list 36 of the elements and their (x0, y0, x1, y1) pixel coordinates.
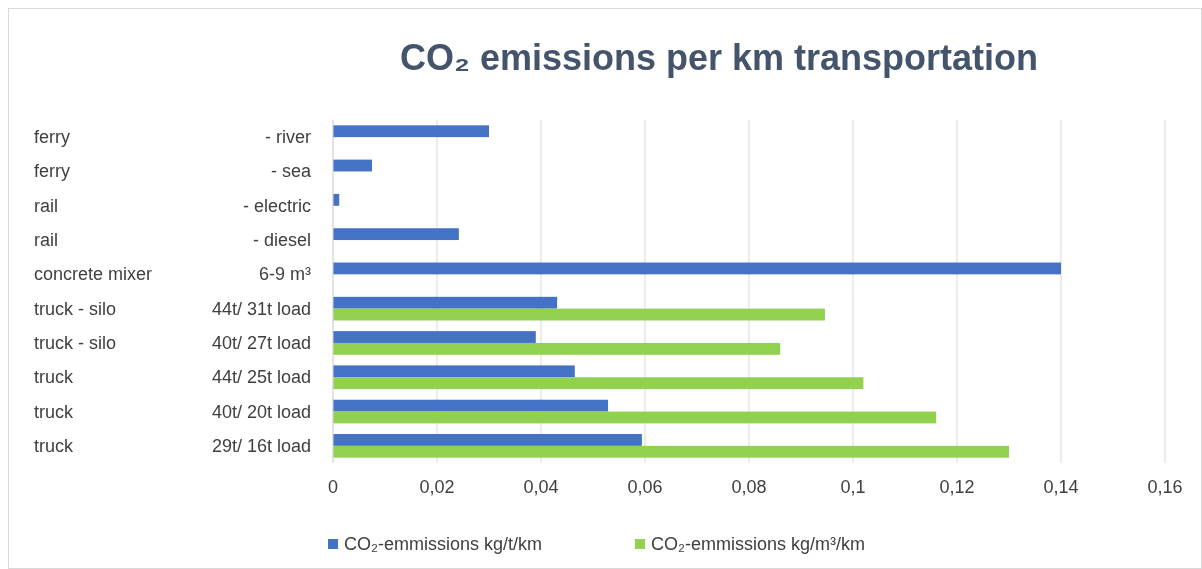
category-label: rail - diesel (34, 230, 311, 251)
bar (333, 445, 1009, 458)
x-tick-label: 0,08 (731, 477, 767, 497)
bar (333, 377, 864, 390)
bar (333, 434, 642, 446)
x-tick-label: 0,1 (840, 477, 866, 497)
legend-label: CO₂-emmissions kg/m³/km (651, 534, 865, 554)
bar (333, 365, 575, 378)
category-label: concrete mixer 6-9 m³ (34, 264, 311, 285)
bar (333, 159, 372, 172)
x-tick-label: 0,06 (627, 477, 663, 497)
category-label: truck 44t/ 25t load (34, 367, 311, 388)
x-tick-label: 0,12 (939, 477, 975, 497)
category-label: truck - silo 44t/ 31t load (34, 298, 311, 319)
bar (333, 296, 558, 309)
category-label: truck 40t/ 20t load (34, 401, 311, 422)
bar (333, 331, 536, 343)
category-label: ferry - river (34, 127, 311, 148)
bar (333, 399, 609, 412)
category-label: ferry - sea (34, 161, 311, 182)
bar (333, 342, 781, 355)
bar (333, 125, 489, 138)
bar (333, 411, 937, 424)
category-label: rail - electric (34, 195, 311, 216)
x-tick-label: 0,14 (1043, 477, 1079, 497)
legend-label: CO₂-emmissions kg/t/km (344, 534, 543, 554)
x-tick-label: 0,02 (419, 477, 455, 497)
x-tick-label: 0,04 (523, 477, 559, 497)
category-label: truck - silo 40t/ 27t load (34, 332, 311, 353)
chart-title: CO₂ emissions per km transportation (399, 37, 1039, 78)
x-tick-label: 0,16 (1147, 477, 1183, 497)
bar (333, 262, 1061, 275)
bar (333, 308, 825, 321)
category-label: truck 29t/ 16t load (34, 435, 311, 456)
x-tick-label: 0 (327, 477, 339, 497)
bar (333, 228, 459, 241)
